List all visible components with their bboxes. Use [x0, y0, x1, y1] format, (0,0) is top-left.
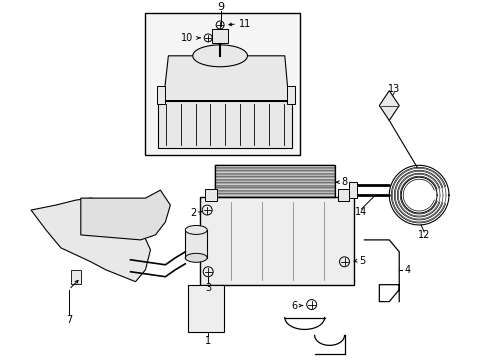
Bar — [215, 191, 334, 194]
Text: 3: 3 — [204, 283, 211, 293]
Bar — [145, 13, 299, 155]
Bar — [215, 194, 334, 197]
Text: 12: 12 — [417, 230, 429, 240]
Polygon shape — [163, 56, 288, 100]
Ellipse shape — [192, 45, 247, 67]
Polygon shape — [81, 190, 170, 240]
Text: 14: 14 — [355, 207, 367, 217]
Ellipse shape — [185, 253, 207, 262]
Bar — [215, 188, 334, 191]
Bar — [215, 183, 334, 185]
Bar — [215, 165, 334, 168]
Bar — [71, 270, 81, 284]
Bar — [205, 189, 217, 201]
Bar — [215, 165, 334, 197]
Bar — [215, 180, 334, 183]
Text: 7: 7 — [65, 315, 72, 324]
Text: 4: 4 — [404, 265, 409, 275]
Text: 13: 13 — [387, 84, 400, 94]
Text: 6: 6 — [291, 301, 297, 311]
Bar — [188, 285, 224, 332]
Bar — [157, 86, 165, 104]
Polygon shape — [379, 91, 398, 121]
Bar — [185, 230, 207, 258]
Bar — [215, 168, 334, 171]
Text: 11: 11 — [239, 19, 251, 29]
Bar — [215, 171, 334, 174]
Bar — [158, 100, 291, 148]
Text: 9: 9 — [217, 2, 224, 12]
Bar — [337, 189, 349, 201]
Bar — [286, 86, 294, 104]
Text: 8: 8 — [341, 177, 347, 187]
Bar — [200, 197, 354, 285]
Bar — [212, 29, 227, 43]
Bar — [349, 182, 357, 198]
Bar — [215, 177, 334, 180]
Polygon shape — [31, 198, 150, 282]
Bar — [215, 174, 334, 177]
Text: 1: 1 — [204, 336, 211, 346]
Text: 10: 10 — [181, 33, 193, 43]
Bar — [215, 185, 334, 188]
Text: 5: 5 — [359, 256, 365, 266]
Text: 2: 2 — [190, 208, 196, 218]
Ellipse shape — [185, 225, 207, 234]
